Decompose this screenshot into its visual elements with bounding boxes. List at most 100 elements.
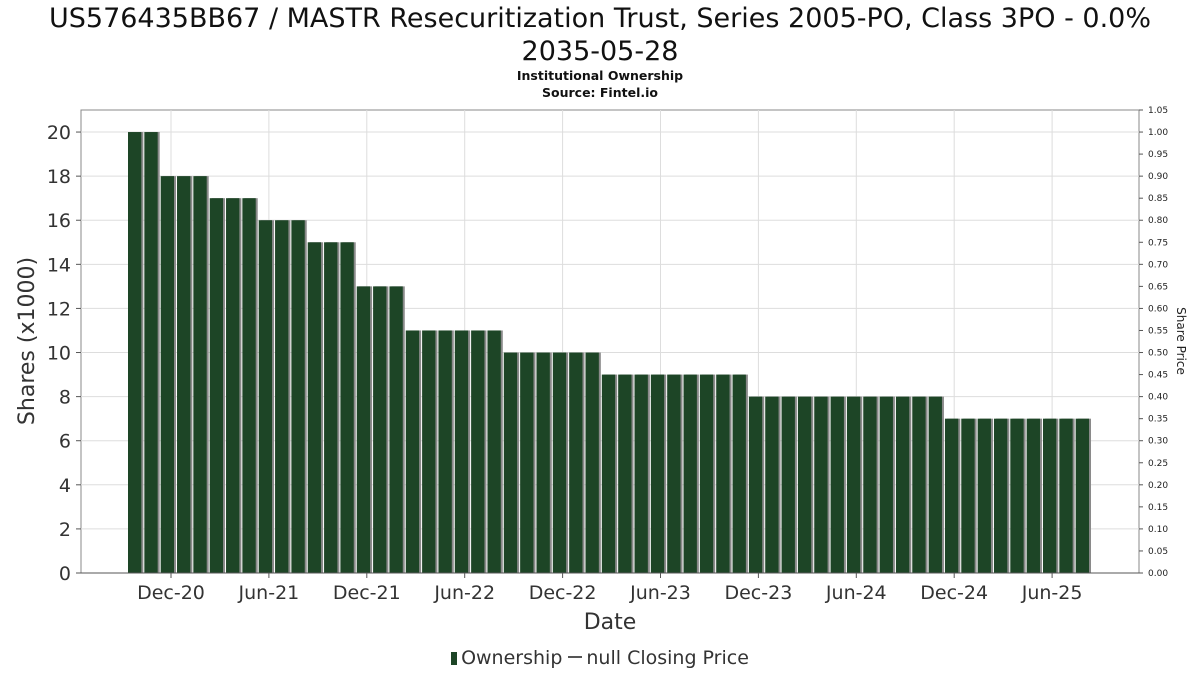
bar — [275, 220, 289, 573]
x-tick-label: Dec-20 — [137, 582, 205, 604]
bar — [487, 330, 501, 573]
y2-tick-label: 0.10 — [1148, 525, 1168, 535]
y2-tick-label: 0.95 — [1148, 150, 1168, 160]
x-tick-label: Jun-25 — [1021, 582, 1083, 604]
bar — [618, 374, 632, 573]
bar — [552, 352, 567, 573]
bar — [797, 396, 812, 573]
y2-tick-label: 0.70 — [1148, 260, 1168, 270]
bar — [699, 374, 714, 573]
price-legend-label: null Closing Price — [586, 647, 749, 669]
y-tick-label: 0 — [59, 563, 71, 585]
y2-tick-label: 0.05 — [1148, 547, 1168, 557]
bar — [1059, 418, 1073, 573]
y2-tick-label: 0.50 — [1148, 349, 1168, 359]
bar — [667, 374, 681, 573]
bar — [389, 286, 403, 573]
x-tick-label: Dec-24 — [920, 582, 988, 604]
bar — [765, 396, 779, 573]
x-tick-label: Jun-23 — [629, 582, 691, 604]
ownership-legend-label: Ownership — [461, 647, 563, 669]
bar — [895, 396, 910, 573]
bar — [405, 330, 420, 573]
bar — [209, 198, 224, 573]
bar — [193, 176, 207, 573]
x-tick-label: Jun-22 — [433, 582, 495, 604]
bar — [585, 352, 599, 573]
y2-tick-label: 0.45 — [1148, 371, 1168, 381]
y2-tick-label: 0.65 — [1148, 282, 1168, 292]
y2-tick-label: 0.25 — [1148, 459, 1168, 469]
x-tick-label: Dec-21 — [333, 582, 401, 604]
bar — [356, 286, 371, 573]
y2-tick-label: 1.00 — [1148, 128, 1168, 138]
y-tick-label: 20 — [47, 122, 71, 144]
bar — [226, 198, 240, 573]
chart-legend: Ownership null Closing Price — [0, 647, 1200, 669]
bar — [732, 374, 746, 573]
y-tick-label: 6 — [59, 431, 71, 453]
y-tick-label: 2 — [59, 519, 71, 541]
y2-axis-title: Share Price — [1174, 307, 1188, 375]
bar — [928, 396, 942, 573]
bar — [569, 352, 583, 573]
bar — [846, 396, 861, 573]
bar — [944, 418, 959, 573]
bar — [1026, 418, 1040, 573]
bar — [634, 374, 648, 573]
y2-tick-label: 0.80 — [1148, 216, 1168, 226]
y2-tick-label: 0.55 — [1148, 326, 1168, 336]
y2-tick-label: 0.90 — [1148, 172, 1168, 182]
y2-tick-label: 0.40 — [1148, 393, 1168, 403]
price-legend-swatch — [568, 656, 583, 658]
y2-tick-label: 0.30 — [1148, 437, 1168, 447]
bar — [291, 220, 305, 573]
bar — [650, 374, 665, 573]
y-tick-label: 4 — [59, 475, 71, 497]
bar — [324, 242, 338, 574]
bar — [748, 396, 763, 573]
bar — [814, 396, 828, 573]
y2-tick-label: 0.15 — [1148, 503, 1168, 513]
ownership-legend-swatch — [451, 652, 458, 665]
bar — [993, 418, 1008, 573]
x-tick-label: Dec-23 — [724, 582, 792, 604]
bar — [373, 286, 387, 573]
chart-title-line2: 2035-05-28 — [521, 36, 679, 67]
bar — [258, 220, 273, 573]
bar — [422, 330, 436, 573]
bar — [1042, 418, 1057, 573]
bar — [471, 330, 485, 573]
bar — [863, 396, 877, 573]
y-tick-label: 16 — [47, 210, 71, 232]
bar — [830, 396, 844, 573]
bar — [781, 396, 795, 573]
y2-tick-label: 0.35 — [1148, 415, 1168, 425]
bar — [601, 374, 616, 573]
y2-tick-label: 1.05 — [1148, 106, 1168, 116]
chart-title-line1: US576435BB67 / MASTR Resecuritization Tr… — [48, 3, 1152, 34]
bar — [177, 176, 191, 573]
bar — [128, 132, 142, 574]
y2-tick-label: 0.60 — [1148, 304, 1168, 314]
y-tick-label: 14 — [47, 254, 71, 276]
bar — [912, 396, 926, 573]
bar — [160, 176, 175, 573]
bar — [307, 242, 322, 574]
bar — [520, 352, 534, 573]
bar — [536, 352, 550, 573]
chart-subtitle: Institutional Ownership — [516, 68, 684, 83]
bar — [1010, 418, 1024, 573]
bar — [503, 352, 518, 573]
bar — [977, 418, 991, 573]
chart-source: Source: Fintel.io — [542, 85, 658, 100]
x-tick-label: Jun-24 — [825, 582, 887, 604]
x-tick-label: Dec-22 — [529, 582, 597, 604]
bar — [144, 132, 158, 574]
bar — [879, 396, 893, 573]
y2-tick-label: 0.85 — [1148, 194, 1168, 204]
y-tick-label: 12 — [47, 298, 71, 320]
x-tick-label: Jun-21 — [238, 582, 300, 604]
y-tick-label: 8 — [59, 387, 71, 409]
